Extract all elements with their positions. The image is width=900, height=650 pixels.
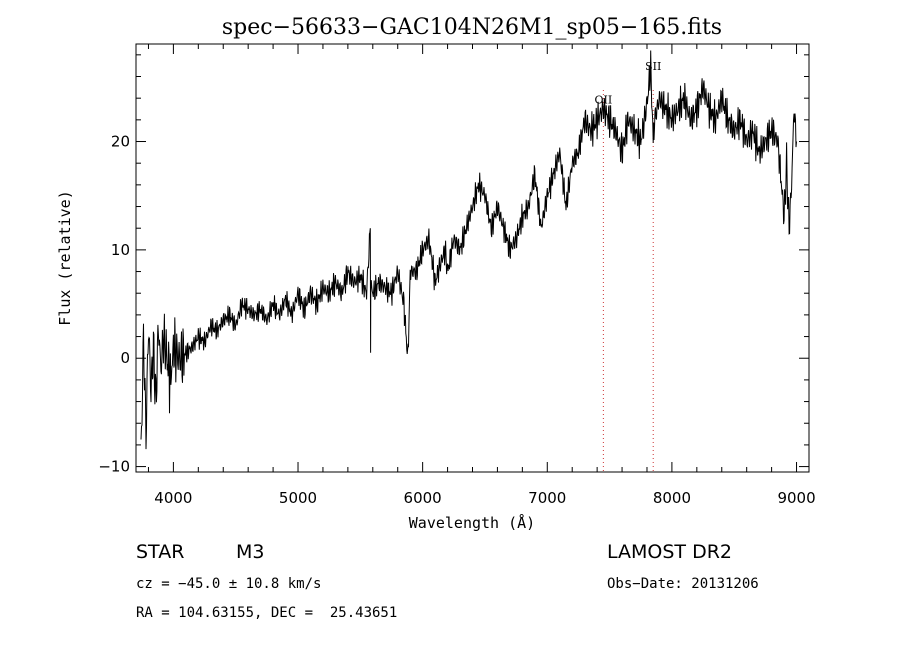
redshift-cz: cz = −45.0 ± 10.8 km/s bbox=[136, 576, 322, 592]
chart-title: spec−56633−GAC104N26M1_sp05−165.fits bbox=[222, 15, 722, 40]
y-axis-ticks: −10 0 10 20 bbox=[98, 54, 809, 476]
x-tick-label-5: 9000 bbox=[777, 489, 815, 507]
x-tick-label-2: 6000 bbox=[404, 489, 442, 507]
x-axis-label: Wavelength (Å) bbox=[409, 513, 535, 532]
plot-frame bbox=[135, 43, 810, 473]
annotation-label-sii: SII bbox=[645, 60, 661, 73]
survey-name: LAMOST DR2 bbox=[607, 541, 732, 563]
y-tick-label-1: 0 bbox=[120, 349, 130, 367]
y-tick-label-2: 10 bbox=[111, 241, 130, 259]
object-class: STAR bbox=[136, 541, 185, 563]
x-axis-ticks: 4000 5000 6000 7000 8000 9000 bbox=[147, 44, 816, 507]
x-tick-label-3: 7000 bbox=[528, 489, 566, 507]
y-axis-label: Flux (relative) bbox=[56, 190, 74, 325]
annotation-label-oii: OII bbox=[595, 94, 613, 107]
x-tick-label-4: 8000 bbox=[653, 489, 691, 507]
observation-date: Obs−Date: 20131206 bbox=[607, 576, 759, 592]
y-tick-label-0: −10 bbox=[98, 458, 130, 476]
x-tick-label-1: 5000 bbox=[279, 489, 317, 507]
x-tick-label-0: 4000 bbox=[154, 489, 192, 507]
object-subclass: M3 bbox=[236, 541, 265, 563]
sky-coordinates: RA = 104.63155, DEC = 25.43651 bbox=[136, 605, 398, 621]
spectrum-series-line bbox=[140, 50, 797, 450]
y-tick-label-3: 20 bbox=[111, 133, 130, 151]
